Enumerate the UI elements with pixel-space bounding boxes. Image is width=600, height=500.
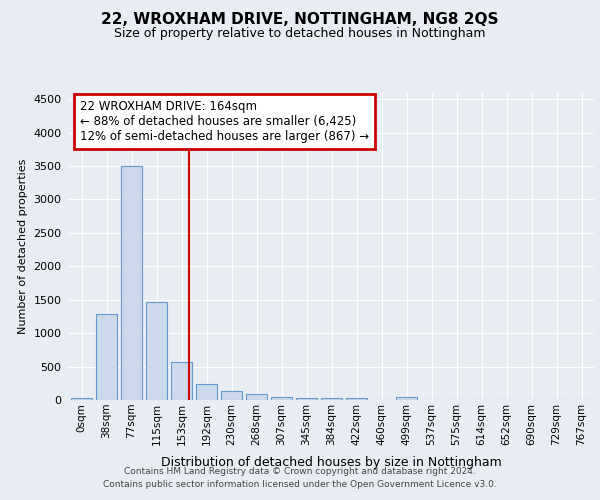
- Bar: [396, 396, 417, 400]
- Bar: [71, 398, 92, 400]
- Bar: [246, 394, 267, 400]
- Bar: [346, 398, 367, 400]
- Bar: [196, 384, 217, 400]
- Bar: [296, 398, 317, 400]
- Y-axis label: Number of detached properties: Number of detached properties: [17, 158, 28, 334]
- Bar: [171, 362, 192, 400]
- Text: Size of property relative to detached houses in Nottingham: Size of property relative to detached ho…: [114, 28, 486, 40]
- Text: Contains public sector information licensed under the Open Government Licence v3: Contains public sector information licen…: [103, 480, 497, 489]
- Text: 22, WROXHAM DRIVE, NOTTINGHAM, NG8 2QS: 22, WROXHAM DRIVE, NOTTINGHAM, NG8 2QS: [101, 12, 499, 28]
- Bar: [221, 392, 242, 400]
- Bar: [146, 302, 167, 400]
- Bar: [321, 398, 342, 400]
- X-axis label: Distribution of detached houses by size in Nottingham: Distribution of detached houses by size …: [161, 456, 502, 469]
- Bar: [96, 314, 117, 400]
- Bar: [121, 166, 142, 400]
- Text: 22 WROXHAM DRIVE: 164sqm
← 88% of detached houses are smaller (6,425)
12% of sem: 22 WROXHAM DRIVE: 164sqm ← 88% of detach…: [79, 100, 368, 143]
- Text: Contains HM Land Registry data © Crown copyright and database right 2024.: Contains HM Land Registry data © Crown c…: [124, 467, 476, 476]
- Bar: [271, 396, 292, 400]
